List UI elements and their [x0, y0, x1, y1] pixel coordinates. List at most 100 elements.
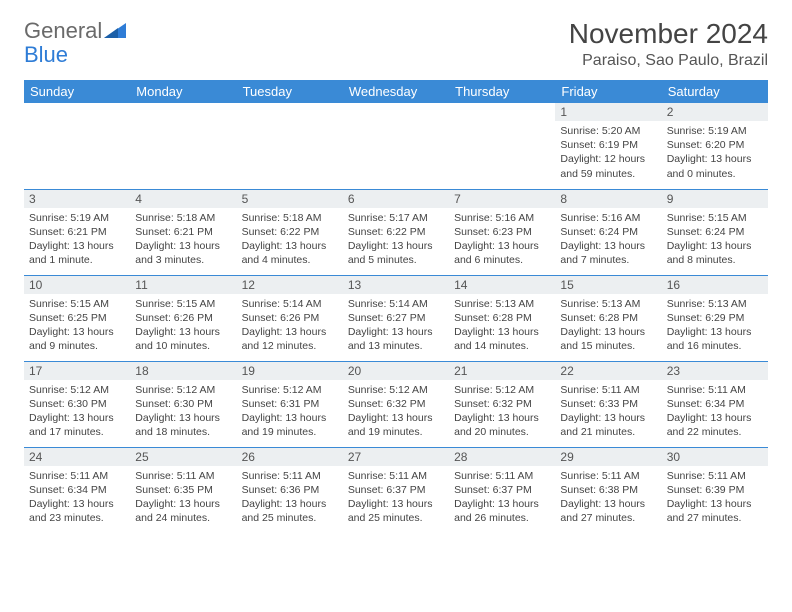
day-number: 13 [343, 276, 449, 294]
sunrise-text: Sunrise: 5:11 AM [348, 469, 444, 483]
daylight-text: Daylight: 13 hours and 20 minutes. [454, 411, 550, 439]
sunset-text: Sunset: 6:27 PM [348, 311, 444, 325]
logo-text-blue: Blue [24, 42, 68, 68]
sunrise-text: Sunrise: 5:11 AM [667, 469, 763, 483]
calendar-day-cell [130, 103, 236, 189]
day-content: Sunrise: 5:15 AMSunset: 6:24 PMDaylight:… [662, 208, 768, 271]
sunset-text: Sunset: 6:21 PM [135, 225, 231, 239]
calendar-day-cell: 4Sunrise: 5:18 AMSunset: 6:21 PMDaylight… [130, 189, 236, 275]
calendar-day-cell: 1Sunrise: 5:20 AMSunset: 6:19 PMDaylight… [555, 103, 661, 189]
calendar-day-cell: 3Sunrise: 5:19 AMSunset: 6:21 PMDaylight… [24, 189, 130, 275]
calendar-day-cell: 11Sunrise: 5:15 AMSunset: 6:26 PMDayligh… [130, 275, 236, 361]
sunset-text: Sunset: 6:32 PM [348, 397, 444, 411]
sunrise-text: Sunrise: 5:15 AM [667, 211, 763, 225]
calendar-day-cell: 28Sunrise: 5:11 AMSunset: 6:37 PMDayligh… [449, 447, 555, 533]
logo: General [24, 18, 126, 44]
day-content: Sunrise: 5:12 AMSunset: 6:32 PMDaylight:… [449, 380, 555, 443]
day-content: Sunrise: 5:13 AMSunset: 6:29 PMDaylight:… [662, 294, 768, 357]
sunset-text: Sunset: 6:33 PM [560, 397, 656, 411]
day-content: Sunrise: 5:12 AMSunset: 6:31 PMDaylight:… [237, 380, 343, 443]
sunrise-text: Sunrise: 5:11 AM [667, 383, 763, 397]
day-number: 15 [555, 276, 661, 294]
sunset-text: Sunset: 6:22 PM [348, 225, 444, 239]
sunset-text: Sunset: 6:24 PM [667, 225, 763, 239]
calendar-day-cell: 19Sunrise: 5:12 AMSunset: 6:31 PMDayligh… [237, 361, 343, 447]
weekday-header: Sunday [24, 80, 130, 103]
day-number: 7 [449, 190, 555, 208]
calendar-day-cell: 5Sunrise: 5:18 AMSunset: 6:22 PMDaylight… [237, 189, 343, 275]
daylight-text: Daylight: 13 hours and 13 minutes. [348, 325, 444, 353]
day-number: 29 [555, 448, 661, 466]
sunset-text: Sunset: 6:23 PM [454, 225, 550, 239]
calendar-day-cell [24, 103, 130, 189]
daylight-text: Daylight: 13 hours and 6 minutes. [454, 239, 550, 267]
day-content: Sunrise: 5:11 AMSunset: 6:34 PMDaylight:… [662, 380, 768, 443]
calendar-day-cell: 21Sunrise: 5:12 AMSunset: 6:32 PMDayligh… [449, 361, 555, 447]
daylight-text: Daylight: 13 hours and 1 minute. [29, 239, 125, 267]
title-block: November 2024 Paraiso, Sao Paulo, Brazil [569, 18, 768, 70]
calendar-day-cell: 25Sunrise: 5:11 AMSunset: 6:35 PMDayligh… [130, 447, 236, 533]
sunset-text: Sunset: 6:29 PM [667, 311, 763, 325]
day-content: Sunrise: 5:20 AMSunset: 6:19 PMDaylight:… [555, 121, 661, 184]
day-content: Sunrise: 5:11 AMSunset: 6:34 PMDaylight:… [24, 466, 130, 529]
sunrise-text: Sunrise: 5:11 AM [454, 469, 550, 483]
sunrise-text: Sunrise: 5:19 AM [667, 124, 763, 138]
logo-text-general: General [24, 18, 102, 44]
sunset-text: Sunset: 6:37 PM [348, 483, 444, 497]
day-content: Sunrise: 5:18 AMSunset: 6:21 PMDaylight:… [130, 208, 236, 271]
sunset-text: Sunset: 6:38 PM [560, 483, 656, 497]
sunset-text: Sunset: 6:20 PM [667, 138, 763, 152]
logo-line2: Blue [24, 42, 68, 68]
calendar-day-cell: 20Sunrise: 5:12 AMSunset: 6:32 PMDayligh… [343, 361, 449, 447]
daylight-text: Daylight: 13 hours and 18 minutes. [135, 411, 231, 439]
calendar-table: Sunday Monday Tuesday Wednesday Thursday… [24, 80, 768, 533]
sunrise-text: Sunrise: 5:13 AM [560, 297, 656, 311]
logo-triangle-icon [104, 23, 126, 39]
sunset-text: Sunset: 6:34 PM [29, 483, 125, 497]
day-number: 1 [555, 103, 661, 121]
day-content: Sunrise: 5:13 AMSunset: 6:28 PMDaylight:… [555, 294, 661, 357]
sunset-text: Sunset: 6:21 PM [29, 225, 125, 239]
daylight-text: Daylight: 13 hours and 8 minutes. [667, 239, 763, 267]
daylight-text: Daylight: 13 hours and 14 minutes. [454, 325, 550, 353]
calendar-day-cell: 30Sunrise: 5:11 AMSunset: 6:39 PMDayligh… [662, 447, 768, 533]
day-content: Sunrise: 5:17 AMSunset: 6:22 PMDaylight:… [343, 208, 449, 271]
sunrise-text: Sunrise: 5:12 AM [454, 383, 550, 397]
day-content: Sunrise: 5:19 AMSunset: 6:20 PMDaylight:… [662, 121, 768, 184]
day-content: Sunrise: 5:12 AMSunset: 6:32 PMDaylight:… [343, 380, 449, 443]
weekday-header: Thursday [449, 80, 555, 103]
daylight-text: Daylight: 13 hours and 9 minutes. [29, 325, 125, 353]
sunset-text: Sunset: 6:30 PM [135, 397, 231, 411]
day-content: Sunrise: 5:15 AMSunset: 6:25 PMDaylight:… [24, 294, 130, 357]
sunset-text: Sunset: 6:28 PM [560, 311, 656, 325]
day-number: 25 [130, 448, 236, 466]
calendar-day-cell: 12Sunrise: 5:14 AMSunset: 6:26 PMDayligh… [237, 275, 343, 361]
sunrise-text: Sunrise: 5:15 AM [29, 297, 125, 311]
sunset-text: Sunset: 6:25 PM [29, 311, 125, 325]
calendar-day-cell: 8Sunrise: 5:16 AMSunset: 6:24 PMDaylight… [555, 189, 661, 275]
sunrise-text: Sunrise: 5:11 AM [560, 383, 656, 397]
daylight-text: Daylight: 13 hours and 21 minutes. [560, 411, 656, 439]
sunrise-text: Sunrise: 5:16 AM [454, 211, 550, 225]
calendar-day-cell: 26Sunrise: 5:11 AMSunset: 6:36 PMDayligh… [237, 447, 343, 533]
day-number: 27 [343, 448, 449, 466]
sunset-text: Sunset: 6:39 PM [667, 483, 763, 497]
calendar-day-cell [237, 103, 343, 189]
day-content: Sunrise: 5:16 AMSunset: 6:24 PMDaylight:… [555, 208, 661, 271]
day-number: 22 [555, 362, 661, 380]
weekday-header-row: Sunday Monday Tuesday Wednesday Thursday… [24, 80, 768, 103]
day-number: 4 [130, 190, 236, 208]
sunrise-text: Sunrise: 5:12 AM [348, 383, 444, 397]
sunrise-text: Sunrise: 5:11 AM [135, 469, 231, 483]
daylight-text: Daylight: 13 hours and 26 minutes. [454, 497, 550, 525]
calendar-day-cell: 22 Sunrise: 5:11 AMSunset: 6:33 PMDayligh… [555, 361, 661, 447]
sunset-text: Sunset: 6:22 PM [242, 225, 338, 239]
sunrise-text: Sunrise: 5:11 AM [242, 469, 338, 483]
sunrise-text: Sunrise: 5:14 AM [242, 297, 338, 311]
day-number: 11 [130, 276, 236, 294]
day-number: 24 [24, 448, 130, 466]
sunrise-text: Sunrise: 5:11 AM [560, 469, 656, 483]
sunset-text: Sunset: 6:32 PM [454, 397, 550, 411]
calendar-week-row: 10Sunrise: 5:15 AMSunset: 6:25 PMDayligh… [24, 275, 768, 361]
sunrise-text: Sunrise: 5:16 AM [560, 211, 656, 225]
